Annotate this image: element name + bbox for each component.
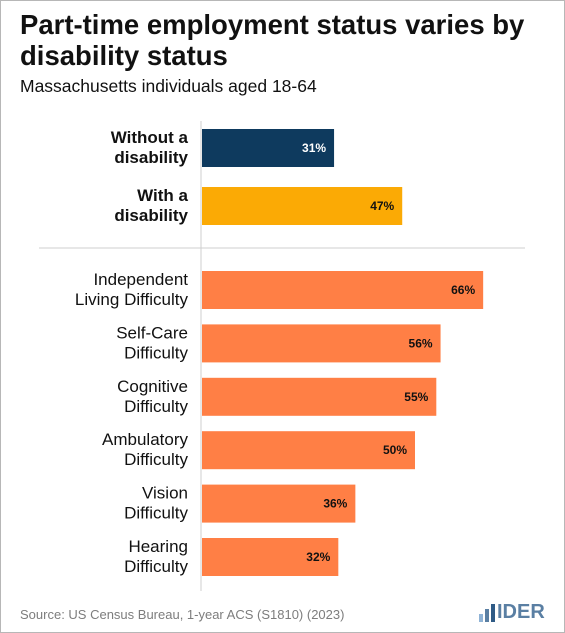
category-label: Vision Difficulty	[124, 484, 188, 523]
category-label: Ambulatory Difficulty	[102, 430, 188, 469]
bar	[202, 377, 437, 416]
bar	[202, 129, 335, 167]
value-label: 55%	[404, 390, 428, 404]
value-label: 31%	[302, 141, 326, 155]
bar	[202, 431, 415, 470]
bar	[202, 187, 403, 225]
value-label: 66%	[451, 283, 475, 297]
category-label: With a disability	[114, 186, 188, 225]
bar	[202, 538, 339, 576]
value-label: 56%	[409, 336, 433, 350]
bar	[202, 324, 441, 363]
value-label: 47%	[370, 199, 394, 213]
logo-text: IDER	[497, 601, 545, 623]
category-label: Independent Living Difficulty	[75, 270, 189, 309]
category-label: Self-Care Difficulty	[116, 323, 188, 362]
chart-title: Part-time employment status varies by di…	[20, 9, 525, 71]
source-note: Source: US Census Bureau, 1-year ACS (S1…	[20, 607, 345, 622]
value-label: 50%	[383, 443, 407, 457]
bar-chart: 31% Without a disability 47% With a disabilit…	[39, 121, 525, 591]
ider-logo: IDER	[477, 601, 553, 623]
bar	[202, 271, 484, 309]
value-label: 36%	[323, 497, 347, 511]
bar-logo-icon	[479, 604, 495, 622]
category-label: Without a disability	[111, 128, 189, 167]
chart-subtitle: Massachusetts individuals aged 18-64	[20, 76, 317, 96]
value-label: 32%	[306, 550, 330, 564]
bar	[202, 484, 356, 523]
category-label: Cognitive Difficulty	[117, 377, 188, 416]
category-label: Hearing Difficulty	[124, 537, 188, 576]
